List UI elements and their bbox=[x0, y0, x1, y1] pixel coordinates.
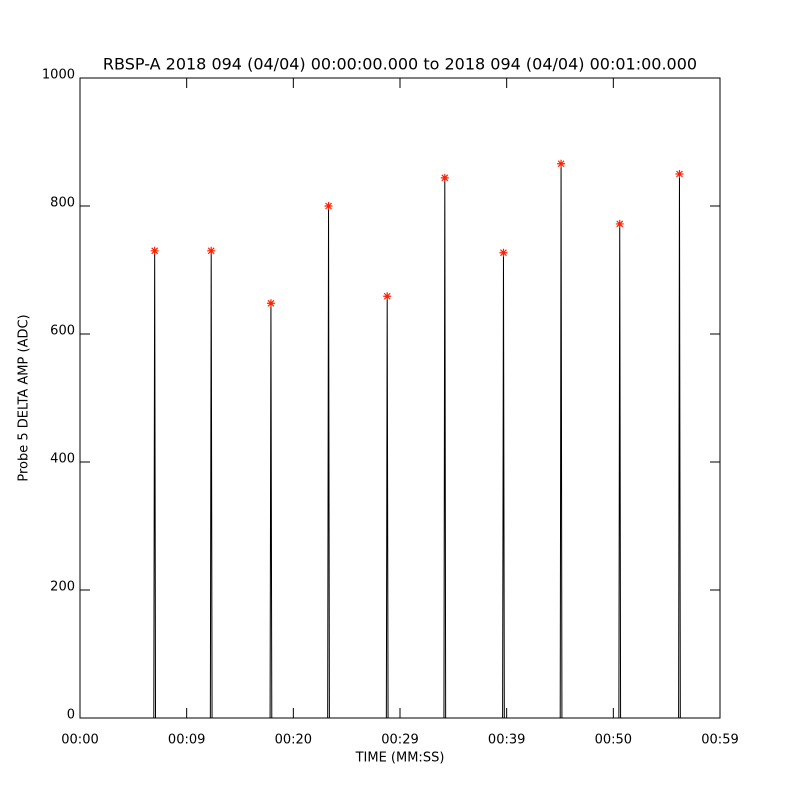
signal-line bbox=[80, 163, 720, 719]
y-tick-label: 800 bbox=[50, 196, 75, 211]
x-tick-label: 00:09 bbox=[168, 733, 205, 748]
y-tick-label: 600 bbox=[50, 324, 75, 339]
y-axis-label: Probe 5 DELTA AMP (ADC) bbox=[17, 314, 32, 481]
chart-title: RBSP-A 2018 094 (04/04) 00:00:00.000 to … bbox=[103, 55, 697, 74]
y-tick-label: 0 bbox=[67, 708, 75, 723]
peak-marker bbox=[383, 292, 392, 301]
peak-marker bbox=[499, 248, 508, 257]
x-tick-label: 00:59 bbox=[701, 733, 738, 748]
peak-marker bbox=[266, 299, 275, 308]
peak-marker bbox=[324, 202, 333, 210]
x-axis-label: TIME (MM:SS) bbox=[355, 751, 445, 766]
peak-marker bbox=[557, 159, 566, 168]
y-tick-label: 200 bbox=[50, 580, 75, 595]
x-tick-label: 00:29 bbox=[381, 733, 418, 748]
peak-marker bbox=[675, 170, 684, 178]
peak-marker bbox=[440, 173, 449, 182]
x-tick-label: 00:39 bbox=[488, 733, 525, 748]
peak-marker bbox=[150, 246, 159, 255]
x-tick-label: 00:50 bbox=[595, 733, 632, 748]
y-tick-label: 400 bbox=[50, 452, 75, 467]
y-tick-label: 1000 bbox=[42, 68, 75, 83]
peak-marker bbox=[207, 246, 216, 255]
peak-marker bbox=[615, 219, 624, 228]
x-tick-label: 00:20 bbox=[275, 733, 312, 748]
x-tick-label: 00:00 bbox=[61, 733, 98, 748]
